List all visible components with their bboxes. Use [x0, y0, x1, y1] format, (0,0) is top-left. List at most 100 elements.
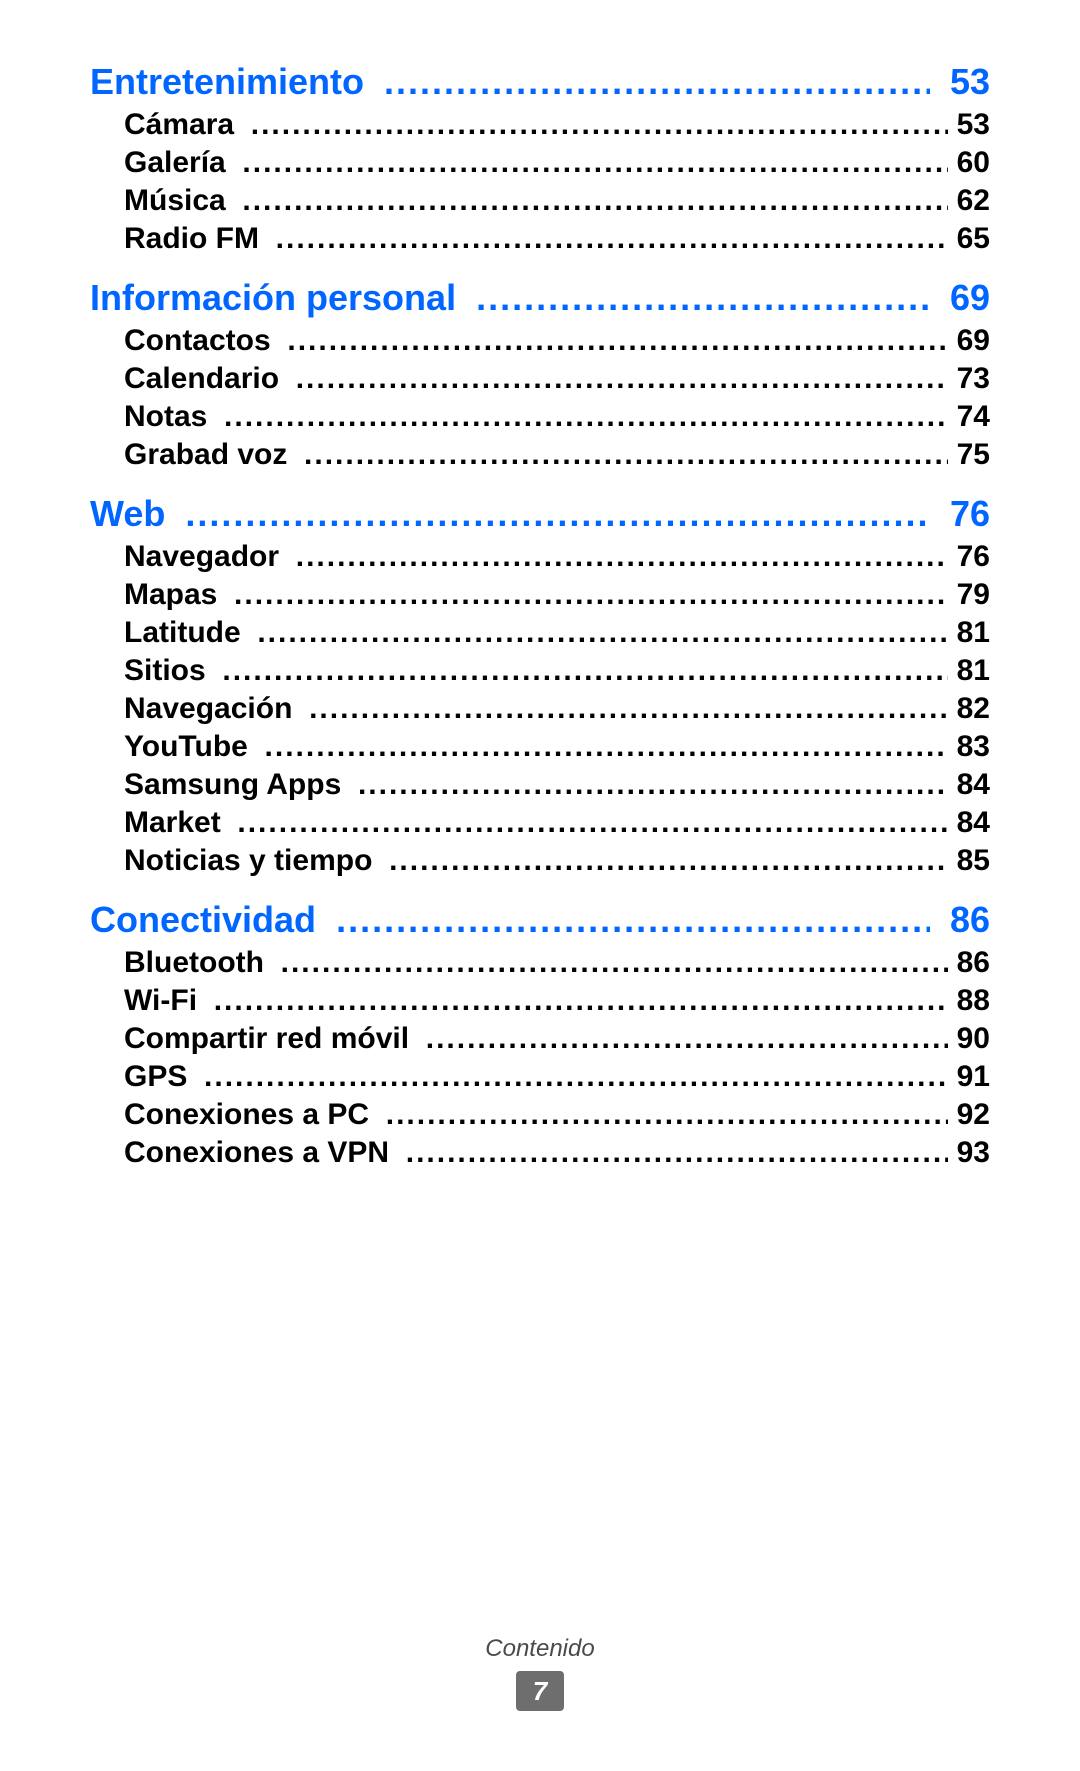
toc-spacer — [372, 846, 389, 876]
toc-heading-row[interactable]: Web 76 — [90, 496, 990, 532]
toc-spacer — [165, 496, 185, 532]
toc-leader — [222, 656, 948, 686]
toc-item-row[interactable]: Galería 60 — [90, 148, 990, 178]
toc-item-label: Noticias y tiempo — [124, 846, 372, 876]
toc-leader — [242, 186, 948, 216]
toc-item-row[interactable]: Notas 74 — [90, 402, 990, 432]
toc-item-label: Mapas — [124, 580, 217, 610]
toc-heading-label: Entretenimiento — [90, 64, 364, 100]
toc-spacer — [287, 440, 304, 470]
toc-item-page: 93 — [948, 1138, 990, 1168]
toc-item-page: 92 — [948, 1100, 990, 1130]
toc-leader — [265, 732, 949, 762]
toc-item-page: 91 — [948, 1062, 990, 1092]
toc-spacer — [248, 732, 265, 762]
toc-spacer — [364, 64, 384, 100]
toc-leader — [257, 618, 948, 648]
toc-leader — [384, 64, 930, 100]
toc-item-row[interactable]: YouTube 83 — [90, 732, 990, 762]
toc-item-page: 84 — [948, 770, 990, 800]
toc-spacer — [187, 1062, 204, 1092]
toc-leader — [296, 364, 949, 394]
toc-item-row[interactable]: Música 62 — [90, 186, 990, 216]
toc-spacer — [226, 186, 243, 216]
toc-spacer — [456, 280, 476, 316]
toc-spacer — [207, 402, 224, 432]
toc-item-page: 90 — [948, 1024, 990, 1054]
toc-spacer — [259, 224, 276, 254]
toc-item-page: 85 — [948, 846, 990, 876]
toc-item-row[interactable]: Grabad voz 75 — [90, 440, 990, 470]
toc-item-page: 83 — [948, 732, 990, 762]
toc-item-label: Compartir red móvil — [124, 1024, 409, 1054]
toc-item-row[interactable]: Bluetooth 86 — [90, 948, 990, 978]
toc-leader — [358, 770, 948, 800]
toc-item-page: 79 — [948, 580, 990, 610]
toc-item-row[interactable]: Conexiones a VPN 93 — [90, 1138, 990, 1168]
toc-item-page: 69 — [948, 326, 990, 356]
toc-spacer — [264, 948, 281, 978]
toc-item-row[interactable]: Compartir red móvil 90 — [90, 1024, 990, 1054]
toc-item-row[interactable]: Noticias y tiempo 85 — [90, 846, 990, 876]
toc-leader — [476, 280, 930, 316]
toc-item-page: 88 — [948, 986, 990, 1016]
toc-leader — [386, 1100, 949, 1130]
toc-item-row[interactable]: Mapas 79 — [90, 580, 990, 610]
toc-leader — [234, 580, 948, 610]
toc-item-label: Conexiones a PC — [124, 1100, 369, 1130]
toc-item-row[interactable]: Conexiones a PC 92 — [90, 1100, 990, 1130]
toc-section: Conectividad 86 Bluetooth 86 Wi-Fi 88 Compa… — [90, 902, 990, 1168]
toc-item-row[interactable]: Radio FM 65 — [90, 224, 990, 254]
toc-leader — [204, 1062, 948, 1092]
toc-heading-row[interactable]: Conectividad 86 — [90, 902, 990, 938]
toc-item-page: 82 — [948, 694, 990, 724]
toc-item-label: Grabad voz — [124, 440, 287, 470]
toc-spacer — [197, 986, 214, 1016]
toc-heading-label: Web — [90, 496, 165, 532]
toc-leader — [336, 902, 930, 938]
toc-item-row[interactable]: Sitios 81 — [90, 656, 990, 686]
toc-item-label: Bluetooth — [124, 948, 264, 978]
toc-item-label: Market — [124, 808, 221, 838]
toc-item-row[interactable]: Market 84 — [90, 808, 990, 838]
toc-leader — [237, 808, 948, 838]
toc-leader — [242, 148, 948, 178]
toc-spacer — [279, 364, 296, 394]
toc-item-row[interactable]: Latitude 81 — [90, 618, 990, 648]
toc-item-page: 62 — [948, 186, 990, 216]
toc-item-row[interactable]: Wi-Fi 88 — [90, 986, 990, 1016]
page-number-badge: 7 — [516, 1671, 564, 1711]
toc-heading-row[interactable]: Información personal 69 — [90, 280, 990, 316]
toc-spacer — [226, 148, 243, 178]
toc-spacer — [341, 770, 358, 800]
toc-leader — [406, 1138, 949, 1168]
toc-item-row[interactable]: Cámara 53 — [90, 110, 990, 140]
toc-item-label: Cámara — [124, 110, 234, 140]
toc-spacer — [279, 542, 296, 572]
toc-item-row[interactable]: Navegación 82 — [90, 694, 990, 724]
toc-item-label: Wi-Fi — [124, 986, 197, 1016]
toc-spacer — [221, 808, 238, 838]
toc-spacer — [234, 110, 251, 140]
toc-heading-label: Conectividad — [90, 902, 316, 938]
toc-leader — [214, 986, 949, 1016]
toc-leader — [185, 496, 930, 532]
toc-leader — [276, 224, 949, 254]
toc-page: Entretenimiento 53 Cámara 53 Galería 60 Mús… — [0, 0, 1080, 1771]
toc-item-row[interactable]: Contactos 69 — [90, 326, 990, 356]
toc-leader — [287, 326, 948, 356]
toc-item-label: Latitude — [124, 618, 241, 648]
toc-item-label: Calendario — [124, 364, 279, 394]
toc-heading-row[interactable]: Entretenimiento 53 — [90, 64, 990, 100]
toc-item-row[interactable]: Navegador 76 — [90, 542, 990, 572]
toc-leader — [224, 402, 948, 432]
toc-item-label: Conexiones a VPN — [124, 1138, 389, 1168]
toc-item-row[interactable]: Samsung Apps 84 — [90, 770, 990, 800]
toc-item-label: Samsung Apps — [124, 770, 341, 800]
toc-heading-label: Información personal — [90, 280, 456, 316]
toc-leader — [304, 440, 948, 470]
toc-item-label: Navegación — [124, 694, 292, 724]
toc-item-row[interactable]: GPS 91 — [90, 1062, 990, 1092]
toc-item-row[interactable]: Calendario 73 — [90, 364, 990, 394]
toc-spacer — [369, 1100, 386, 1130]
